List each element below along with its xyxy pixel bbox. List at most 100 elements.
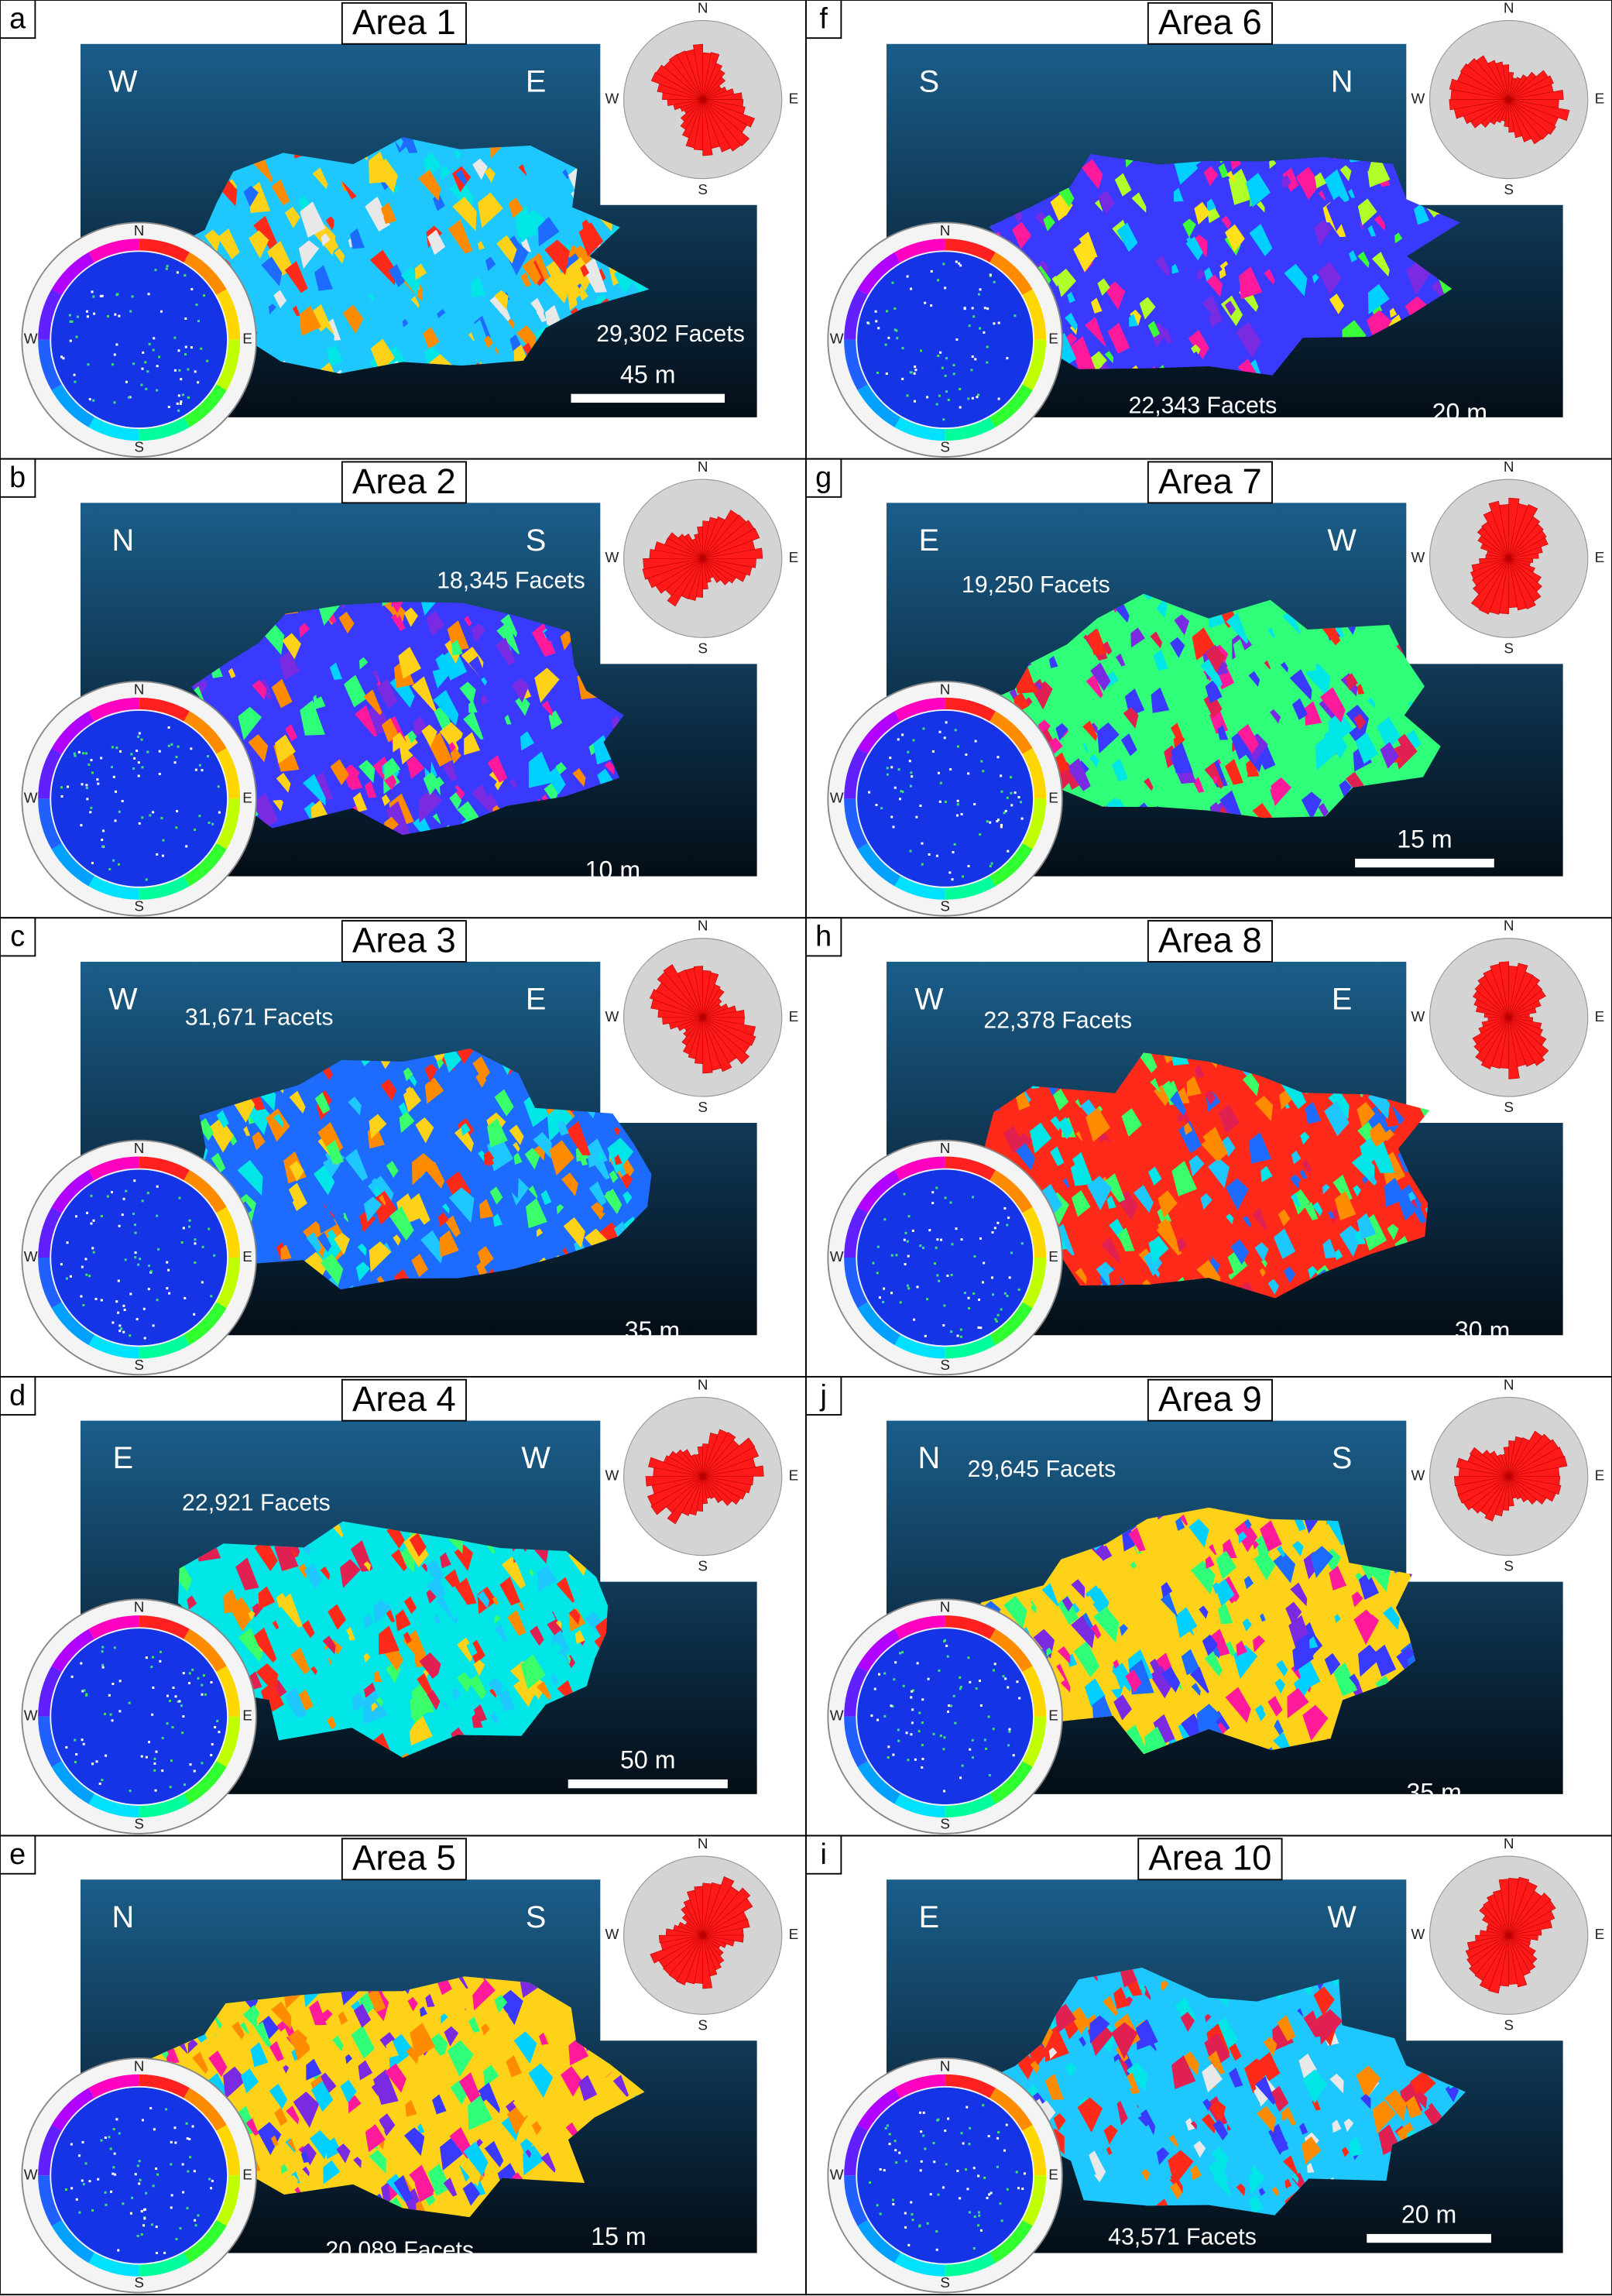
stereonet-disc: [857, 1628, 1034, 1805]
direction-left: E: [919, 1900, 939, 1934]
pole: [996, 2165, 999, 2168]
facet: [375, 208, 384, 221]
pole: [119, 750, 122, 753]
pole: [156, 1185, 159, 1188]
pole: [185, 2122, 188, 2125]
ring-segment: [183, 843, 227, 887]
facet: [1269, 698, 1285, 721]
facet: [1129, 1562, 1154, 1597]
facet: [1272, 2076, 1294, 2106]
pole: [208, 1227, 211, 1230]
facet: [1043, 214, 1055, 232]
compass-label: N: [134, 1141, 145, 1157]
pole: [152, 811, 155, 814]
ring-segment: [894, 1156, 945, 1181]
facet: [1211, 2147, 1229, 2171]
facet: [1191, 1560, 1216, 1595]
facet: [1168, 2084, 1183, 2105]
facet: [407, 730, 417, 744]
facet: [1390, 209, 1414, 243]
pole: [197, 320, 200, 323]
pole: [137, 735, 140, 738]
ring-segment: [139, 1156, 190, 1181]
pole: [928, 853, 931, 856]
facet: [1055, 2003, 1076, 2033]
facet: [1280, 661, 1288, 673]
facet: [409, 1075, 417, 1087]
pole: [137, 774, 140, 777]
facet: [1065, 2062, 1077, 2078]
pole: [194, 2224, 197, 2227]
pole: [69, 320, 72, 323]
pole: [887, 1756, 890, 1759]
pole: [887, 1745, 890, 1749]
facet: [507, 1609, 526, 1636]
facet: [386, 338, 393, 347]
pole: [202, 1674, 205, 1677]
facet: [1168, 1090, 1186, 1116]
facet: [370, 338, 395, 373]
pole: [133, 757, 136, 760]
pole: [914, 366, 917, 369]
pole: [931, 1202, 935, 1205]
facet: [297, 1689, 314, 1711]
facet: [1102, 640, 1113, 655]
facet: [1187, 1226, 1214, 1263]
pole: [1003, 2149, 1006, 2152]
facet: [218, 228, 240, 259]
pole: [150, 2223, 153, 2226]
pole: [901, 733, 904, 736]
facet: [403, 1087, 421, 1113]
ring-segment: [88, 417, 139, 441]
facet: [429, 2033, 448, 2060]
facet: [1199, 2019, 1206, 2028]
pole: [152, 1686, 155, 1689]
pole: [989, 2191, 993, 2195]
facet: [578, 2075, 598, 2102]
pole: [184, 345, 187, 348]
pole: [146, 1192, 149, 1195]
facet: [557, 1119, 569, 1136]
pole: [170, 2194, 173, 2197]
facet: [290, 2156, 316, 2191]
facet: [278, 1593, 303, 1628]
facet: [527, 683, 538, 698]
facet: [384, 757, 401, 781]
pole: [993, 1663, 996, 1666]
facet: [1356, 2065, 1381, 2100]
facet: [1292, 1641, 1315, 1672]
pole: [959, 2197, 962, 2200]
facet: [1212, 775, 1219, 784]
facet: [522, 258, 541, 286]
facet: [406, 1578, 433, 1615]
ring-segment: [139, 239, 190, 263]
pole: [85, 784, 88, 787]
facet: [1303, 2010, 1323, 2037]
pole: [179, 2227, 182, 2230]
facet: [574, 1577, 592, 1601]
facet: [204, 229, 221, 252]
facet: [208, 1117, 234, 1153]
ring-segment: [139, 876, 190, 900]
pole: [960, 2132, 963, 2135]
pole: [956, 2170, 959, 2173]
facet: [1168, 2134, 1178, 2148]
facet: [1204, 762, 1224, 789]
facet: [1097, 2109, 1110, 2127]
facet: [379, 1194, 386, 1206]
facet: [326, 343, 343, 367]
pole: [979, 1704, 983, 1707]
pole: [906, 394, 909, 397]
ring-segment: [857, 843, 901, 887]
pole: [996, 1313, 1000, 1316]
pole: [178, 369, 181, 372]
panel-title: Area 7: [1158, 462, 1262, 501]
facet: [1085, 317, 1106, 347]
facet: [483, 335, 493, 348]
pole: [67, 785, 70, 788]
pole: [990, 862, 993, 865]
pole: [194, 1238, 197, 1241]
facet: [348, 2095, 362, 2114]
